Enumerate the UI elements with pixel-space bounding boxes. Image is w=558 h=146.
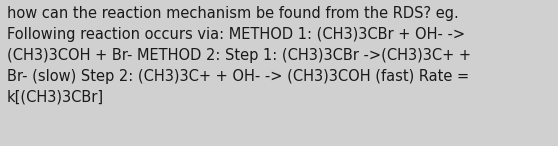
Text: how can the reaction mechanism be found from the RDS? eg.
Following reaction occ: how can the reaction mechanism be found … xyxy=(7,6,471,105)
